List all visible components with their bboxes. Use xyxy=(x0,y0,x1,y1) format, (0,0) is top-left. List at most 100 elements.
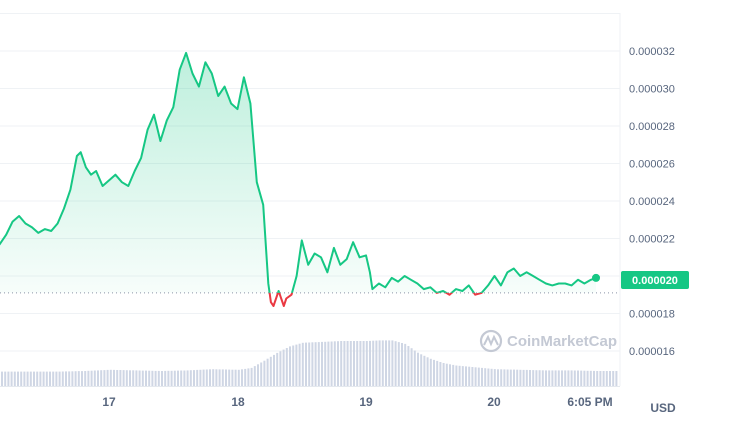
volume-bar xyxy=(100,370,103,386)
volume-bar xyxy=(490,368,493,386)
volume-bar xyxy=(484,368,487,386)
volume-bar xyxy=(71,371,74,386)
volume-bar xyxy=(525,369,528,386)
y-tick-label: 0.000026 xyxy=(629,159,675,171)
volume-bar xyxy=(343,341,346,386)
volume-bar xyxy=(215,369,218,386)
volume-bar xyxy=(247,368,250,386)
volume-bar xyxy=(253,366,256,386)
volume-bar xyxy=(468,366,471,386)
volume-bar xyxy=(77,371,80,386)
volume-bar xyxy=(52,371,55,386)
volume-bar xyxy=(285,348,288,386)
volume-bar xyxy=(423,355,426,386)
volume-bar xyxy=(385,340,387,386)
volume-bar xyxy=(314,342,317,386)
volume-bar xyxy=(209,369,211,386)
price-area-fill xyxy=(0,52,596,293)
volume-bar xyxy=(324,341,327,386)
volume-bar xyxy=(55,371,58,386)
volume-bar xyxy=(529,370,531,386)
volume-bar xyxy=(365,341,368,386)
volume-bar xyxy=(205,369,208,386)
volume-bar xyxy=(452,364,455,386)
volume-bar xyxy=(420,354,423,386)
price-line xyxy=(0,51,597,307)
volume-bar xyxy=(353,341,355,386)
y-tick-label: 0.000022 xyxy=(629,234,675,246)
volume-bar xyxy=(599,371,602,386)
volume-bar xyxy=(493,369,496,386)
volume-bar xyxy=(58,371,61,386)
volume-bar xyxy=(116,370,119,386)
volume-bar xyxy=(26,371,29,386)
volume-bar xyxy=(301,342,304,386)
volume-bar xyxy=(97,370,99,386)
volume-bar xyxy=(362,341,365,386)
volume-bar xyxy=(391,340,394,386)
volume-bar xyxy=(157,370,160,386)
volume-bar xyxy=(125,370,128,386)
volume-bar xyxy=(340,341,343,386)
volume-bar xyxy=(564,370,567,386)
volume-bar xyxy=(605,371,608,386)
volume-bar xyxy=(186,370,189,386)
x-tick-label: 20 xyxy=(487,395,501,409)
current-price-tag: 0.000020 xyxy=(621,271,689,289)
volume-bar xyxy=(471,367,474,386)
volume-bar xyxy=(36,371,39,386)
volume-bar xyxy=(7,371,10,386)
watermark-text: CoinMarketCap xyxy=(507,333,617,350)
volume-bar xyxy=(193,370,195,386)
volume-bar xyxy=(269,356,272,386)
volume-bar xyxy=(29,371,32,386)
volume-bar xyxy=(589,370,592,386)
volume-bar xyxy=(173,370,176,386)
volume-bar xyxy=(548,370,551,386)
volume-bar xyxy=(234,369,237,386)
volume-bar xyxy=(199,369,202,386)
volume-bar xyxy=(394,341,397,386)
volume-bar xyxy=(461,366,464,386)
volume-bar xyxy=(68,371,71,386)
volume-bar xyxy=(154,370,157,386)
volume-bar xyxy=(474,367,477,386)
volume-bar xyxy=(612,371,615,386)
volume-bar xyxy=(292,345,295,386)
volume-bar xyxy=(349,341,352,386)
price-line-below xyxy=(268,292,483,307)
volume-bar xyxy=(263,360,266,386)
volume-bar xyxy=(122,370,125,386)
volume-bar xyxy=(305,342,307,386)
volume-bar xyxy=(161,371,163,386)
volume-bar xyxy=(231,369,234,386)
volume-bar xyxy=(196,369,199,386)
volume-bar xyxy=(266,358,269,386)
volume-bar xyxy=(17,371,19,386)
volume-bar xyxy=(449,364,451,386)
volume-bar xyxy=(573,370,576,386)
volume-bar xyxy=(113,369,115,386)
volume-bar xyxy=(289,346,291,386)
volume-bar xyxy=(145,370,147,386)
price-area xyxy=(0,52,596,293)
volume-bar xyxy=(593,370,595,386)
volume-bar xyxy=(295,344,298,386)
volume-bar xyxy=(317,342,320,386)
volume-bar xyxy=(61,371,64,386)
volume-bar xyxy=(532,370,535,386)
volume-bar xyxy=(177,370,179,386)
y-tick-label: 0.000030 xyxy=(629,84,675,96)
volume-bar xyxy=(513,369,515,386)
price-line-above xyxy=(0,51,597,293)
coinmarketcap-logo-icon xyxy=(479,329,503,353)
volume-bar xyxy=(1,371,3,386)
volume-bar xyxy=(596,371,599,386)
volume-bar xyxy=(180,370,183,386)
volume-bar xyxy=(250,367,253,386)
volume-bar xyxy=(183,370,186,386)
volume-bar xyxy=(445,363,448,386)
volume-bar xyxy=(455,365,458,386)
volume-bar xyxy=(65,371,67,386)
